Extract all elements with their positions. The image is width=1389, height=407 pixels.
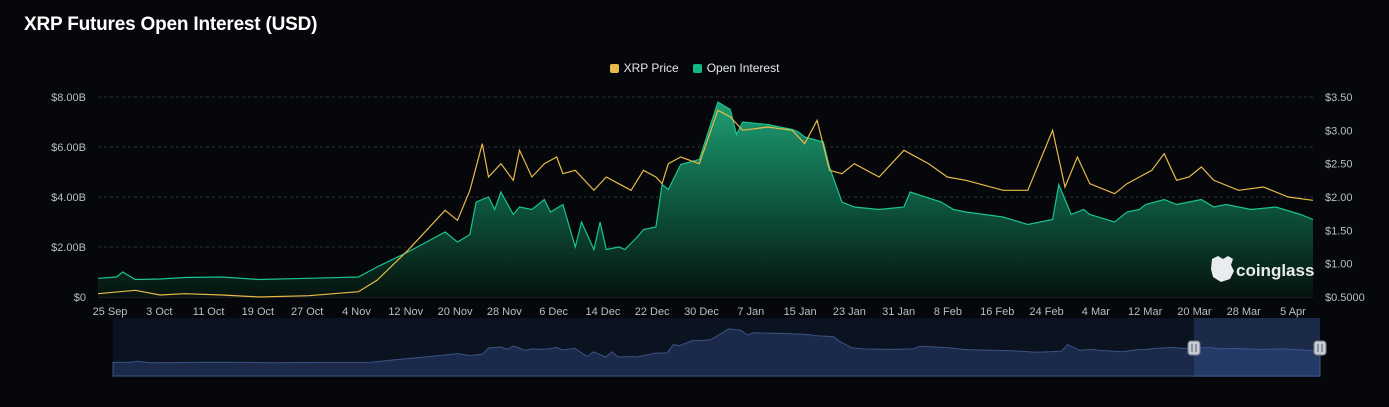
x-axis-tick-label: 6 Dec <box>539 306 568 318</box>
legend-swatch-price <box>609 63 619 73</box>
right-axis-tick-label: $1.50 <box>1325 225 1353 237</box>
x-axis-tick-label: 27 Oct <box>291 306 323 318</box>
navigator-series <box>112 328 1321 377</box>
x-axis-tick-label: 12 Mar <box>1128 306 1163 318</box>
chart-title: XRP Futures Open Interest (USD) <box>24 14 318 35</box>
x-axis-tick-label: 5 Apr <box>1280 306 1306 318</box>
left-axis-tick-label: $0 <box>74 292 86 304</box>
right-axis-tick-label: $3.00 <box>1325 125 1353 137</box>
right-axis-tick-label: $1.00 <box>1325 259 1353 271</box>
open-interest-line <box>97 101 1314 281</box>
x-axis-tick-label: 4 Mar <box>1082 306 1110 318</box>
x-axis-tick-label: 30 Dec <box>684 306 719 318</box>
x-axis-tick-label: 31 Jan <box>882 306 915 318</box>
x-axis-tick-label: 23 Jan <box>833 306 866 318</box>
x-axis-tick-label: 22 Dec <box>635 306 670 318</box>
x-axis-tick-label: 15 Jan <box>784 306 817 318</box>
x-axis-tick-label: 25 Sep <box>93 306 128 318</box>
coinglass-watermark: coinglass <box>1211 256 1314 282</box>
x-axis-tick-label: 28 Mar <box>1227 306 1262 318</box>
right-axis-tick-label: $0.5000 <box>1325 292 1365 304</box>
x-axis-tick-label: 12 Nov <box>388 306 423 318</box>
left-axis-tick-label: $4.00B <box>51 192 86 204</box>
right-axis-tick-label: $2.00 <box>1325 192 1353 204</box>
legend-item-open-interest[interactable]: Open Interest <box>692 61 780 75</box>
left-axis-tick-label: $6.00B <box>51 142 86 154</box>
x-axis-tick-label: 7 Jan <box>737 306 764 318</box>
x-axis-tick-label: 14 Dec <box>585 306 620 318</box>
coinglass-logo-icon <box>1211 256 1234 282</box>
x-axis: 25 Sep 3 Oct 11 Oct 19 Oct 27 Oct 4 Nov 12 Nov… <box>93 306 1307 318</box>
coinglass-text: coinglass <box>1236 261 1314 280</box>
navigator-selection[interactable] <box>1194 318 1320 377</box>
navigator-handle-right[interactable] <box>1313 340 1327 356</box>
legend-label-open-interest: Open Interest <box>706 61 780 75</box>
navigator-handle-left[interactable] <box>1187 340 1201 356</box>
left-axis-tick-label: $2.00B <box>51 242 86 254</box>
x-axis-tick-label: 20 Nov <box>438 306 473 318</box>
x-axis-tick-label: 28 Nov <box>487 306 522 318</box>
x-axis-tick-label: 19 Oct <box>242 306 274 318</box>
legend-item-price[interactable]: XRP Price <box>609 61 679 75</box>
x-axis-tick-label: 11 Oct <box>193 306 225 318</box>
legend-label-price: XRP Price <box>623 61 679 75</box>
xrp-price-line <box>97 109 1314 298</box>
x-axis-tick-label: 16 Feb <box>980 306 1014 318</box>
right-axis: $0.5000 $1.00 $1.50 $2.00 $2.50 $3.00 $3.50 <box>1325 92 1365 304</box>
x-axis-tick-label: 20 Mar <box>1177 306 1212 318</box>
x-axis-tick-label: 4 Nov <box>342 306 371 318</box>
right-axis-tick-label: $3.50 <box>1325 92 1353 104</box>
left-axis: $0 $2.00B $4.00B $6.00B $8.00B <box>51 92 86 304</box>
legend-swatch-open-interest <box>692 63 702 73</box>
open-interest-area <box>98 102 1313 297</box>
x-axis-tick-label: 24 Feb <box>1029 306 1063 318</box>
x-axis-tick-label: 8 Feb <box>934 306 962 318</box>
legend: XRP Price Open Interest <box>0 61 1389 75</box>
left-axis-tick-label: $8.00B <box>51 92 86 104</box>
x-axis-tick-label: 3 Oct <box>146 306 172 318</box>
right-axis-tick-label: $2.50 <box>1325 159 1353 171</box>
range-navigator[interactable] <box>112 318 1327 377</box>
